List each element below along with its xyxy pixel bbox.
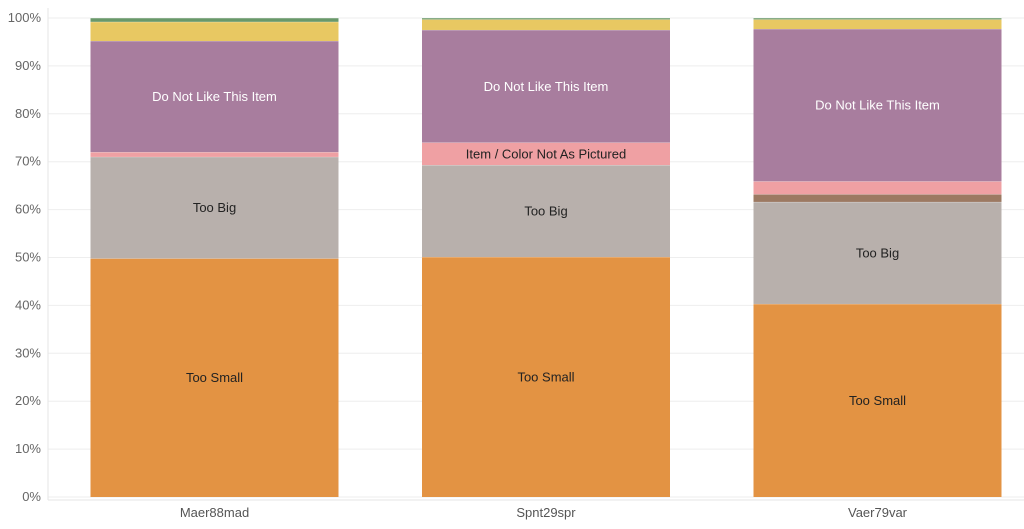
y-tick-label: 10% bbox=[15, 441, 41, 456]
bar-segment[interactable] bbox=[422, 18, 670, 20]
bar-segment[interactable] bbox=[753, 303, 1002, 497]
y-tick-label: 0% bbox=[22, 489, 41, 504]
bar-segment[interactable] bbox=[753, 18, 1002, 20]
x-category-label: Vaer79var bbox=[848, 505, 908, 520]
y-tick-label: 20% bbox=[15, 393, 41, 408]
segment-label: Too Big bbox=[193, 200, 236, 215]
segment-label: Do Not Like This Item bbox=[815, 98, 940, 113]
y-tick-label: 80% bbox=[15, 106, 41, 121]
y-tick-label: 50% bbox=[15, 250, 41, 265]
bar-segment[interactable] bbox=[422, 165, 670, 258]
bar-segment[interactable] bbox=[753, 181, 1002, 195]
bar-segment[interactable] bbox=[90, 40, 339, 153]
y-axis: 0% 10% 20% 30% 40% 50% 60% 70% 80% 90% 100% bbox=[8, 10, 42, 504]
x-category-label: Spnt29spr bbox=[516, 505, 576, 520]
segment-label: Too Small bbox=[517, 370, 574, 385]
segment-label: Too Big bbox=[524, 204, 567, 219]
segment-label: Too Small bbox=[186, 370, 243, 385]
segment-label: Do Not Like This Item bbox=[152, 89, 277, 104]
y-tick-label: 70% bbox=[15, 154, 41, 169]
bar-segment[interactable] bbox=[90, 156, 339, 259]
bar-segment[interactable] bbox=[90, 258, 339, 497]
bar-segment[interactable] bbox=[90, 21, 339, 41]
x-axis: Maer88mad Spnt29spr Vaer79var bbox=[180, 505, 908, 520]
bar-segment[interactable] bbox=[422, 142, 670, 166]
bar-segment[interactable] bbox=[422, 19, 670, 30]
bar-segment[interactable] bbox=[753, 201, 1002, 304]
y-tick-label: 90% bbox=[15, 58, 41, 73]
y-tick-label: 100% bbox=[8, 10, 42, 25]
bar-segment[interactable] bbox=[753, 19, 1002, 30]
bars bbox=[90, 17, 1002, 497]
segment-label: Too Small bbox=[849, 393, 906, 408]
segment-label: Do Not Like This Item bbox=[484, 79, 609, 94]
x-category-label: Maer88mad bbox=[180, 505, 249, 520]
bar-segment[interactable] bbox=[90, 18, 339, 22]
y-tick-label: 60% bbox=[15, 202, 41, 217]
y-tick-label: 40% bbox=[15, 297, 41, 312]
segment-label: Too Big bbox=[856, 245, 899, 260]
bar-segment[interactable] bbox=[753, 29, 1002, 182]
bar-segment[interactable] bbox=[422, 257, 670, 497]
bar-segment[interactable] bbox=[422, 29, 670, 143]
segment-label: Item / Color Not As Pictured bbox=[466, 146, 626, 161]
y-tick-label: 30% bbox=[15, 345, 41, 360]
bar-segment[interactable] bbox=[753, 194, 1002, 202]
segment-labels: Too Small Too Big Do Not Like This Item Too… bbox=[152, 79, 940, 408]
bar-segment[interactable] bbox=[90, 152, 339, 157]
